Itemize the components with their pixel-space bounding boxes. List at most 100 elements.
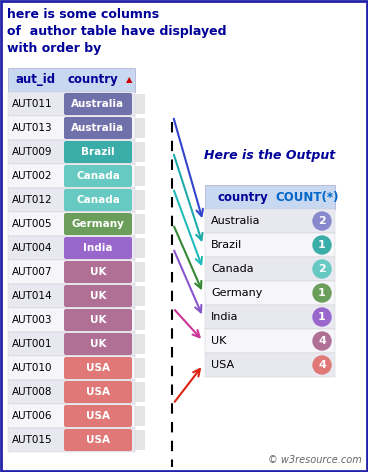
Circle shape: [313, 260, 331, 278]
FancyBboxPatch shape: [135, 406, 145, 426]
FancyBboxPatch shape: [8, 308, 135, 332]
Text: UK: UK: [90, 315, 106, 325]
Text: ▲: ▲: [126, 76, 132, 84]
Circle shape: [313, 236, 331, 254]
Text: COUNT(*): COUNT(*): [276, 191, 339, 203]
FancyBboxPatch shape: [205, 185, 335, 209]
Circle shape: [313, 308, 331, 326]
FancyBboxPatch shape: [8, 236, 135, 260]
Circle shape: [313, 356, 331, 374]
Text: India: India: [211, 312, 238, 322]
FancyBboxPatch shape: [135, 166, 145, 186]
FancyBboxPatch shape: [64, 357, 132, 379]
Text: UK: UK: [90, 339, 106, 349]
FancyBboxPatch shape: [8, 404, 135, 428]
FancyBboxPatch shape: [8, 284, 135, 308]
Text: AUT005: AUT005: [12, 219, 53, 229]
Text: AUT007: AUT007: [12, 267, 53, 277]
FancyBboxPatch shape: [205, 305, 335, 329]
FancyBboxPatch shape: [8, 188, 135, 212]
Text: 1: 1: [318, 312, 326, 322]
Text: © w3resource.com: © w3resource.com: [268, 455, 362, 465]
FancyBboxPatch shape: [135, 262, 145, 282]
Text: AUT006: AUT006: [12, 411, 53, 421]
FancyBboxPatch shape: [135, 358, 145, 378]
Text: 2: 2: [318, 216, 326, 226]
FancyBboxPatch shape: [205, 353, 335, 377]
Circle shape: [313, 212, 331, 230]
FancyBboxPatch shape: [8, 116, 135, 140]
Text: 4: 4: [318, 336, 326, 346]
Text: AUT014: AUT014: [12, 291, 53, 301]
Text: AUT009: AUT009: [12, 147, 53, 157]
Text: Brazil: Brazil: [81, 147, 115, 157]
FancyBboxPatch shape: [8, 92, 135, 116]
Text: Canada: Canada: [76, 171, 120, 181]
FancyBboxPatch shape: [205, 281, 335, 305]
Text: Australia: Australia: [211, 216, 261, 226]
Text: AUT010: AUT010: [12, 363, 53, 373]
FancyBboxPatch shape: [64, 93, 132, 115]
Text: UK: UK: [90, 267, 106, 277]
Text: AUT013: AUT013: [12, 123, 53, 133]
Text: 2: 2: [318, 264, 326, 274]
FancyBboxPatch shape: [135, 94, 145, 114]
FancyBboxPatch shape: [135, 214, 145, 234]
FancyBboxPatch shape: [135, 310, 145, 330]
Text: here is some columns
of  author table have displayed
with order by: here is some columns of author table hav…: [7, 8, 226, 55]
Circle shape: [313, 284, 331, 302]
Circle shape: [313, 332, 331, 350]
FancyBboxPatch shape: [8, 212, 135, 236]
Text: UK: UK: [211, 336, 226, 346]
FancyBboxPatch shape: [8, 68, 135, 92]
Text: Germany: Germany: [71, 219, 124, 229]
FancyBboxPatch shape: [64, 333, 132, 355]
Text: USA: USA: [86, 387, 110, 397]
Text: Germany: Germany: [211, 288, 262, 298]
FancyBboxPatch shape: [135, 382, 145, 402]
Text: India: India: [83, 243, 113, 253]
Text: country: country: [217, 191, 268, 203]
Text: 4: 4: [318, 360, 326, 370]
Text: AUT015: AUT015: [12, 435, 53, 445]
Text: 1: 1: [318, 288, 326, 298]
FancyBboxPatch shape: [205, 209, 335, 233]
FancyBboxPatch shape: [8, 356, 135, 380]
FancyBboxPatch shape: [8, 260, 135, 284]
FancyBboxPatch shape: [135, 190, 145, 210]
Text: USA: USA: [211, 360, 234, 370]
FancyBboxPatch shape: [64, 405, 132, 427]
Text: AUT008: AUT008: [12, 387, 53, 397]
FancyBboxPatch shape: [64, 261, 132, 283]
FancyBboxPatch shape: [135, 238, 145, 258]
FancyBboxPatch shape: [64, 165, 132, 187]
FancyBboxPatch shape: [64, 429, 132, 451]
FancyBboxPatch shape: [8, 140, 135, 164]
Text: AUT001: AUT001: [12, 339, 53, 349]
FancyBboxPatch shape: [64, 213, 132, 235]
FancyBboxPatch shape: [135, 430, 145, 450]
FancyBboxPatch shape: [64, 309, 132, 331]
FancyBboxPatch shape: [135, 334, 145, 354]
Text: AUT012: AUT012: [12, 195, 53, 205]
FancyBboxPatch shape: [205, 257, 335, 281]
FancyBboxPatch shape: [205, 329, 335, 353]
Text: AUT003: AUT003: [12, 315, 53, 325]
Text: UK: UK: [90, 291, 106, 301]
FancyBboxPatch shape: [135, 142, 145, 162]
FancyBboxPatch shape: [64, 117, 132, 139]
Text: USA: USA: [86, 411, 110, 421]
FancyBboxPatch shape: [8, 332, 135, 356]
FancyBboxPatch shape: [64, 381, 132, 403]
FancyBboxPatch shape: [64, 285, 132, 307]
Text: USA: USA: [86, 363, 110, 373]
Text: aut_id: aut_id: [15, 74, 56, 86]
Text: Brazil: Brazil: [211, 240, 242, 250]
Text: 1: 1: [318, 240, 326, 250]
Text: country: country: [68, 74, 118, 86]
FancyBboxPatch shape: [64, 237, 132, 259]
FancyBboxPatch shape: [64, 189, 132, 211]
FancyBboxPatch shape: [8, 164, 135, 188]
FancyBboxPatch shape: [135, 118, 145, 138]
FancyBboxPatch shape: [8, 428, 135, 452]
